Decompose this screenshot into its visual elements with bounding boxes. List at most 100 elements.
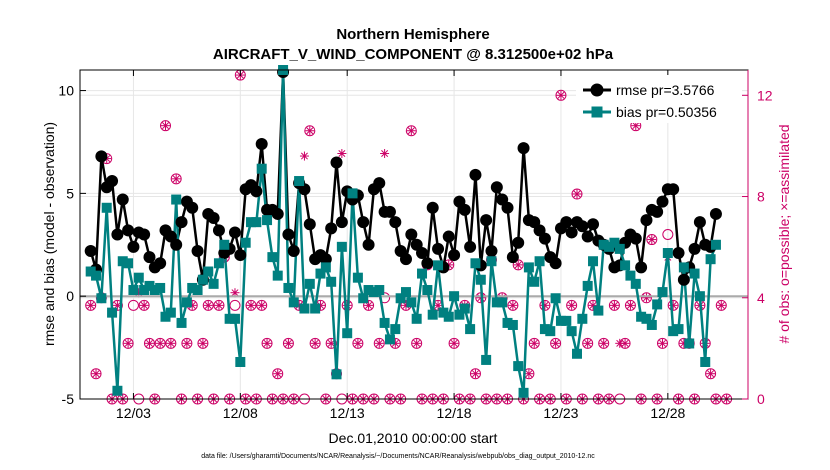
obs-possible-marker (309, 337, 321, 349)
chart-title: Northern Hemisphere (336, 26, 489, 43)
obs-assimilated-marker (86, 300, 96, 310)
star-stroke (338, 150, 346, 158)
rmse-point (581, 230, 594, 243)
obs-assimilated-marker (706, 369, 716, 379)
obs-assimilated-marker (406, 126, 416, 136)
rmse-point (656, 195, 669, 208)
bias-point (155, 282, 166, 293)
bias-point (534, 256, 545, 267)
obs-possible-marker (640, 292, 652, 304)
rmse-point (506, 251, 519, 264)
bias-point (315, 268, 326, 279)
star-stroke (514, 261, 522, 269)
rmse-point (234, 249, 247, 262)
obs-assimilated-marker (144, 338, 154, 348)
rmse-point (250, 185, 263, 198)
y2-tick-label: 8 (757, 189, 765, 205)
bias-point (256, 163, 267, 174)
bias-point (609, 237, 620, 248)
star-stroke (140, 301, 148, 309)
obs-possible-marker (582, 337, 594, 349)
bias-point (593, 305, 604, 316)
star-stroke (145, 339, 153, 347)
rmse-point (116, 193, 129, 206)
star-stroke (621, 339, 629, 347)
rmse-point (651, 205, 664, 218)
obs-assimilated-marker (380, 149, 390, 159)
bias-point (149, 285, 160, 296)
obs-assimilated-marker (572, 189, 582, 199)
obs-assimilated-marker (599, 338, 609, 348)
bias-point (208, 278, 219, 289)
obs-assimilated-marker (257, 300, 267, 310)
obs-assimilated-marker (246, 300, 256, 310)
chart-subtitle: AIRCRAFT_V_WIND_COMPONENT @ 8.312500e+02… (213, 46, 614, 63)
bias-point (288, 297, 299, 308)
x-axis-label: Dec.01,2010 00:00:00 start (329, 430, 498, 446)
star-stroke (300, 152, 308, 160)
star-stroke (557, 91, 565, 99)
y-tick-label: 10 (58, 83, 74, 99)
bias-point (620, 260, 631, 271)
star-stroke (525, 370, 533, 378)
bias-point (336, 241, 347, 252)
obs-possible-marker (662, 229, 674, 240)
star-stroke (717, 301, 725, 309)
bias-point (684, 338, 695, 349)
obs-possible-marker (170, 173, 182, 185)
obs-possible-marker (598, 337, 610, 349)
bias-point (219, 239, 230, 250)
obs-assimilated-marker (139, 300, 149, 310)
rmse-point (549, 257, 562, 270)
star-stroke (156, 339, 164, 347)
obs-possible-marker (566, 299, 578, 311)
star-stroke (610, 301, 618, 309)
star-stroke (450, 339, 458, 347)
obs-possible-marker (469, 368, 481, 380)
obs-possible-marker (127, 299, 139, 311)
bias-point (598, 239, 609, 250)
bias-point (181, 297, 192, 308)
y2-tick-label: 4 (757, 290, 765, 306)
bias-point (400, 287, 411, 298)
obs-assimilated-marker (583, 338, 593, 348)
obs-assimilated-marker (551, 338, 561, 348)
bias-point (133, 272, 144, 283)
rmse-point (426, 201, 439, 214)
obs-assimilated-marker (567, 300, 577, 310)
bias-point (481, 354, 492, 365)
star-stroke (707, 370, 715, 378)
legend-rmse-marker (590, 83, 604, 97)
obs-possible-marker (165, 337, 177, 349)
star-stroke (215, 301, 223, 309)
bias-point (395, 293, 406, 304)
bias-point (213, 258, 224, 269)
bias-point (641, 313, 652, 324)
y2-tick-label: 0 (757, 391, 765, 407)
bias-point (497, 297, 508, 308)
rmse-point (298, 183, 311, 196)
bias-point (139, 285, 150, 296)
bias-point (144, 280, 155, 291)
obs-assimilated-marker (364, 300, 374, 310)
footer-data-file: data file: /Users/gharamti/Documents/NCA… (201, 453, 595, 460)
rmse-point (106, 175, 119, 188)
bias-point (368, 287, 379, 298)
bias-point (310, 303, 321, 314)
rmse-point (448, 249, 461, 262)
obs-possible-marker (261, 337, 273, 349)
y-axis-left: -5 0 5 10 (58, 83, 86, 407)
bias-point (636, 311, 647, 322)
bias-point (235, 356, 246, 367)
legend-bias-marker (591, 106, 603, 118)
rmse-point (389, 216, 402, 229)
star-stroke (573, 190, 581, 198)
obs-possible-marker (411, 337, 423, 349)
bias-point (331, 369, 342, 380)
obs-assimilated-marker (470, 369, 480, 379)
bias-point (294, 176, 305, 187)
rmse-point (709, 207, 722, 220)
bias-point (299, 303, 310, 314)
obs-possible-marker (256, 299, 268, 311)
bias-point (539, 324, 550, 335)
